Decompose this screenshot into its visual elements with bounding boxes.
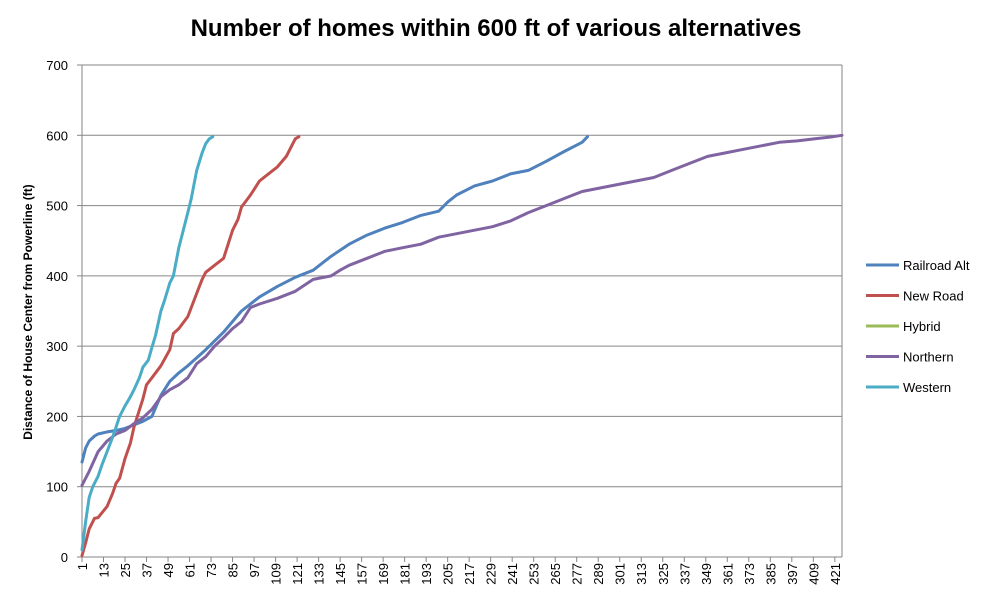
- series-line-western: [80, 135, 215, 552]
- x-tick-label: 61: [183, 563, 198, 577]
- series-lines: [80, 133, 844, 558]
- x-tick-label: 385: [763, 563, 778, 585]
- x-tick-label: 373: [742, 563, 757, 585]
- x-axis-ticks: 1 13 25 37 49 61 73 85 97 109 121 133 145 157 169 181 19…: [75, 557, 843, 585]
- x-tick-label: 73: [204, 563, 219, 577]
- y-tick-label: 100: [46, 480, 68, 495]
- x-tick-label: 265: [548, 563, 563, 585]
- x-tick-label: 289: [591, 563, 606, 585]
- x-tick-label: 109: [269, 563, 284, 585]
- y-tick-label: 300: [46, 339, 68, 354]
- x-tick-label: 229: [484, 563, 499, 585]
- gridlines: [82, 64, 842, 488]
- x-tick-label: 1: [75, 563, 90, 570]
- x-tick-label: 133: [312, 563, 327, 585]
- x-tick-label: 397: [785, 563, 800, 585]
- x-tick-label: 241: [505, 563, 520, 585]
- y-tick-label: 200: [46, 409, 68, 424]
- legend-label-new-road: New Road: [903, 289, 964, 304]
- x-tick-label: 25: [118, 563, 133, 577]
- x-tick-label: 325: [656, 563, 671, 585]
- y-tick-label: 400: [46, 269, 68, 284]
- x-tick-label: 157: [355, 563, 370, 585]
- legend: Railroad Alt New Road Hybrid Northern Wester…: [866, 258, 970, 395]
- x-tick-label: 337: [677, 563, 692, 585]
- y-tick-label: 600: [46, 128, 68, 143]
- x-tick-label: 205: [441, 563, 456, 585]
- series-line-northern: [80, 133, 844, 487]
- x-tick-label: 193: [419, 563, 434, 585]
- series-line-railroad-alt: [80, 135, 589, 464]
- x-tick-label: 313: [634, 563, 649, 585]
- x-tick-label: 37: [140, 563, 155, 577]
- x-tick-label: 421: [828, 563, 843, 585]
- y-axis-ticks: 0 100 200 300 400 500 600 700: [46, 58, 82, 565]
- x-tick-label: 49: [161, 563, 176, 577]
- y-axis-label: Distance of House Center from Powerline …: [21, 184, 35, 439]
- legend-label-western: Western: [903, 380, 951, 395]
- x-tick-label: 97: [247, 563, 262, 577]
- chart-title: Number of homes within 600 ft of various…: [191, 15, 802, 42]
- x-tick-label: 217: [462, 563, 477, 585]
- x-tick-label: 121: [290, 563, 305, 585]
- x-tick-label: 349: [699, 563, 714, 585]
- x-tick-label: 253: [527, 563, 542, 585]
- x-tick-label: 181: [398, 563, 413, 585]
- x-tick-label: 277: [570, 563, 585, 585]
- legend-label-railroad-alt: Railroad Alt: [903, 258, 970, 273]
- legend-label-hybrid: Hybrid: [903, 319, 941, 334]
- x-tick-label: 361: [720, 563, 735, 585]
- legend-label-northern: Northern: [903, 350, 954, 365]
- axes: [81, 65, 843, 558]
- x-tick-label: 169: [376, 563, 391, 585]
- x-tick-label: 301: [613, 563, 628, 585]
- y-tick-label: 0: [61, 550, 68, 565]
- x-tick-label: 85: [226, 563, 241, 577]
- series-line-new-road: [80, 135, 301, 558]
- y-tick-label: 700: [46, 58, 68, 73]
- x-tick-label: 13: [97, 563, 112, 577]
- x-tick-label: 409: [806, 563, 821, 585]
- y-tick-label: 500: [46, 199, 68, 214]
- x-tick-label: 145: [333, 563, 348, 585]
